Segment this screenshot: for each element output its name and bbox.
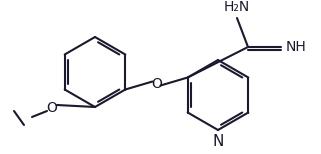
- Text: NH: NH: [286, 40, 307, 54]
- Text: H₂N: H₂N: [224, 0, 250, 14]
- Text: O: O: [151, 77, 162, 91]
- Text: O: O: [47, 101, 57, 115]
- Text: N: N: [212, 134, 224, 149]
